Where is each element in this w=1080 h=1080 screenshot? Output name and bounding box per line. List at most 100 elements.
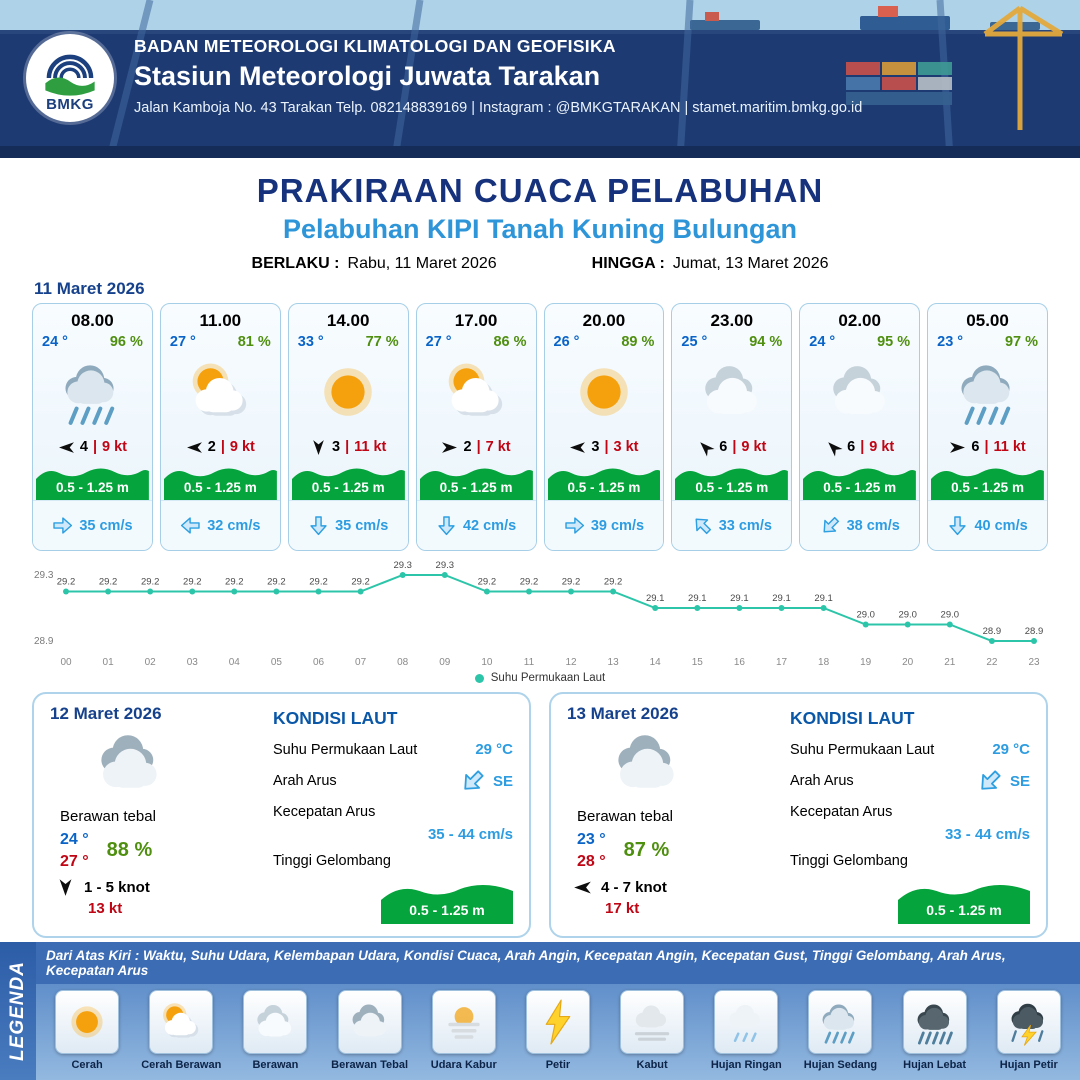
wind-speed: 3 — [331, 439, 341, 455]
svg-text:18: 18 — [818, 657, 830, 668]
bmkg-logo-text: BMKG — [46, 96, 94, 113]
daily-card: 12 Maret 2026 Berawan tebal 24 ° 27 ° 88 % 1 … — [32, 692, 531, 938]
wind-speed: 6 — [847, 439, 856, 455]
current-direction-icon — [947, 515, 968, 536]
forecast-card: 02.00 24 ° 95 % 6 | 9 kt 0.5 - 1.25 m 38 cm/s — [799, 303, 921, 551]
forecast-time: 14.00 — [326, 311, 370, 330]
wave-height: 0.5 - 1.25 m — [567, 480, 641, 495]
current-row: 35 cm/s — [288, 500, 408, 550]
svg-text:14: 14 — [650, 657, 662, 668]
svg-text:07: 07 — [355, 657, 367, 668]
cloudy-thick-icon — [345, 997, 395, 1047]
current-direction-icon — [564, 515, 585, 536]
svg-text:15: 15 — [692, 657, 704, 668]
title-section: PRAKIRAAN CUACA PELABUHAN Pelabuhan KIPI… — [0, 158, 1080, 273]
legend-tile — [337, 989, 402, 1054]
daily-cards: 12 Maret 2026 Berawan tebal 24 ° 27 ° 88 % 1 … — [0, 692, 1080, 938]
svg-text:19: 19 — [860, 657, 872, 668]
gust-speed: 11 kt — [354, 439, 387, 455]
relative-humidity: 97 % — [1004, 334, 1038, 350]
legend-tile — [902, 989, 967, 1054]
daily-condition: Berawan tebal — [60, 808, 156, 825]
daily-weather-icon-wrap — [567, 722, 727, 806]
legend-item-label: Petir — [545, 1058, 571, 1071]
legend-item-label: Hujan Petir — [999, 1058, 1058, 1071]
rain-light-icon — [721, 997, 771, 1047]
wave-height: 0.5 - 1.25 m — [183, 480, 257, 495]
current-speed-value: 35 - 44 cm/s — [427, 826, 513, 843]
chart-legend-label: Suhu Permukaan Laut — [490, 672, 606, 684]
wind-speed: 3 — [591, 439, 600, 455]
rain-moderate-icon — [950, 354, 1026, 430]
svg-text:01: 01 — [103, 657, 115, 668]
separator: | — [92, 439, 97, 455]
legend-item: Kabut — [608, 989, 696, 1071]
separator: | — [732, 439, 737, 455]
temp-humidity-row: 27 ° 81 % — [161, 331, 280, 350]
relative-humidity: 89 % — [621, 334, 655, 350]
legend-item: Berawan — [231, 989, 319, 1071]
relative-humidity: 77 % — [365, 334, 399, 350]
daily-wind-row: 1 - 5 knot — [56, 878, 263, 897]
legend-tile — [808, 989, 873, 1054]
daily-temps: 24 ° 27 ° 88 % — [60, 829, 263, 872]
temp-humidity-row: 25 ° 94 % — [672, 331, 791, 350]
forecast-time: 20.00 — [582, 311, 626, 330]
legend-title-text: LEGENDA — [7, 961, 28, 1061]
legend-tile — [620, 989, 685, 1054]
current-row: 32 cm/s — [160, 500, 280, 550]
svg-text:10: 10 — [481, 657, 493, 668]
gust-speed: 9 kt — [741, 439, 767, 455]
svg-text:29.1: 29.1 — [814, 593, 833, 604]
sea-conditions-title: KONDISI LAUT — [272, 708, 398, 728]
wind-row: 6 | 9 kt — [800, 434, 919, 460]
sst-label: Suhu Permukaan Laut — [272, 741, 418, 758]
svg-text:16: 16 — [734, 657, 746, 668]
lightning-icon — [533, 997, 583, 1047]
legend-item-label: Cerah — [71, 1058, 103, 1071]
svg-text:08: 08 — [397, 657, 409, 668]
gust-speed: 3 kt — [613, 439, 639, 455]
wind-row: 3 | 3 kt — [545, 434, 664, 460]
header-text: BADAN METEOROLOGI KLIMATOLOGI DAN GEOFIS… — [134, 34, 862, 116]
cloudy-icon — [250, 997, 300, 1047]
forecast-cards: 08.00 24 ° 96 % 4 | 9 kt 0.5 - 1.25 m 35 cm/s 11… — [0, 303, 1080, 551]
wind-row: 6 | 11 kt — [928, 434, 1047, 460]
svg-text:29.3: 29.3 — [34, 570, 54, 581]
wind-row: 2 | 7 kt — [417, 434, 536, 460]
current-direction-value: SE — [492, 772, 513, 790]
station-name: Stasiun Meteorologi Juwata Tarakan — [134, 61, 601, 91]
daily-date: 13 Maret 2026 — [567, 704, 679, 723]
current-direction-label: Arah Arus — [272, 773, 337, 789]
wind-speed: 2 — [463, 439, 472, 455]
daily-humidity: 88 % — [106, 839, 153, 862]
wave-height: 0.5 - 1.25 m — [311, 480, 385, 495]
svg-text:22: 22 — [986, 657, 998, 668]
svg-text:29.2: 29.2 — [141, 577, 160, 588]
weather-icon-wrap — [289, 350, 408, 434]
legend-item: Petir — [514, 989, 602, 1071]
svg-text:02: 02 — [145, 657, 157, 668]
legend-item: Hujan Sedang — [796, 989, 884, 1071]
wind-direction-icon — [694, 435, 718, 459]
daily-wind-range: 4 - 7 knot — [601, 879, 667, 897]
current-speed-label: Kecepatan Arus — [789, 804, 893, 820]
sunny-icon — [62, 997, 112, 1047]
current-speed-label: Kecepatan Arus — [272, 804, 376, 820]
current-row: 33 cm/s — [672, 500, 792, 550]
wind-direction-icon — [56, 878, 75, 897]
svg-text:29.2: 29.2 — [478, 577, 497, 588]
svg-text:28.9: 28.9 — [983, 626, 1002, 637]
wave-height-badge: 0.5 - 1.25 m — [547, 462, 661, 500]
daily-card: 13 Maret 2026 Berawan tebal 23 ° 28 ° 87 % 4 … — [549, 692, 1048, 938]
air-temperature: 27 ° — [425, 334, 452, 350]
svg-text:28.9: 28.9 — [34, 636, 54, 647]
contact-info: Jalan Kamboja No. 43 Tarakan Telp. 08214… — [134, 100, 863, 116]
legend-main: Dari Atas Kiri : Waktu, Suhu Udara, Kele… — [36, 942, 1080, 1080]
svg-text:05: 05 — [271, 657, 283, 668]
wind-direction-icon — [441, 439, 458, 456]
legend-tile — [525, 989, 590, 1054]
legend-tile — [243, 989, 308, 1054]
wind-speed: 4 — [79, 439, 88, 455]
current-direction-icon — [52, 515, 73, 536]
